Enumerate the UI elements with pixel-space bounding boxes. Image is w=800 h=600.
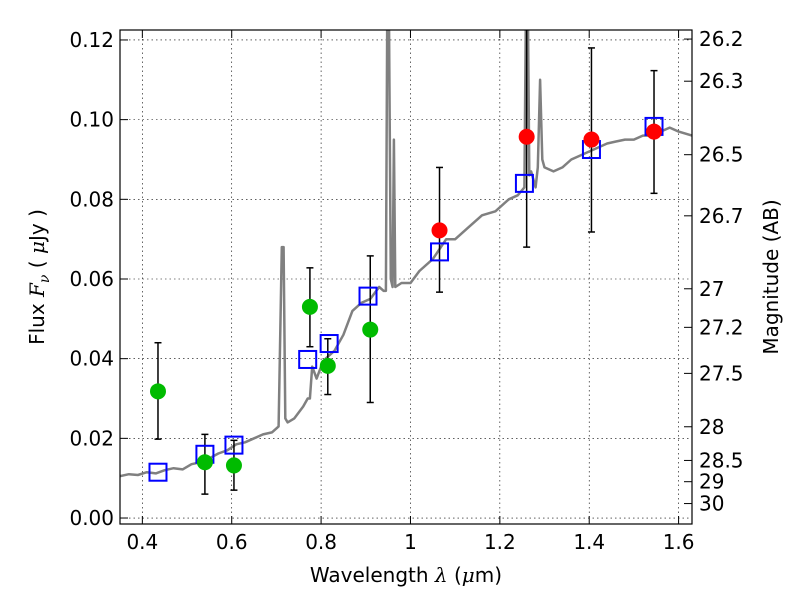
- y2-tick-label: 29: [699, 470, 724, 494]
- model-photometry-square: [224, 435, 244, 455]
- red-data-point: [646, 123, 663, 140]
- x-tick-label: 1.6: [663, 530, 695, 554]
- y2-tick-label: 27.5: [699, 361, 744, 385]
- observed-points: [149, 123, 663, 474]
- x-axis-ticks: 0.4 0.6 0.8 1 1.2 1.4 1.6: [126, 30, 695, 554]
- x-tick-label: 0.6: [216, 530, 248, 554]
- y-tick-label: 0.10: [69, 108, 114, 132]
- x-tick-label: 1.2: [484, 530, 516, 554]
- y2-tick-label: 30: [699, 492, 724, 516]
- y-tick-label: 0.06: [69, 267, 114, 291]
- x-axis-label: Wavelength λ (μm): [310, 563, 502, 587]
- red-data-point: [518, 128, 535, 145]
- y-axis-label: Flux Fν ( μJy ): [25, 209, 53, 345]
- y2-tick-label: 26.7: [699, 204, 744, 228]
- y2-tick-label: 28: [699, 415, 724, 439]
- y-tick-label: 0.00: [69, 506, 114, 530]
- y-tick-label: 0.04: [69, 347, 114, 371]
- green-data-point: [225, 457, 242, 474]
- y2-tick-label: 27: [699, 277, 724, 301]
- y-tick-label: 0.02: [69, 426, 114, 450]
- y-axis-ticks: 0.00 0.02 0.04 0.06 0.08 0.10 0.12: [69, 28, 128, 530]
- x-tick-label: 1: [404, 530, 417, 554]
- model-photometry-square: [430, 242, 450, 262]
- y2-tick-label: 26.3: [699, 69, 744, 93]
- y-tick-label: 0.08: [69, 187, 114, 211]
- y2-axis-label: Magnitude (AB): [759, 199, 783, 354]
- y-tick-label: 0.12: [69, 28, 114, 52]
- y2-tick-label: 28.5: [699, 448, 744, 472]
- error-bars: [154, 30, 658, 495]
- model-photometry-square: [358, 286, 378, 306]
- x-tick-label: 1.4: [573, 530, 605, 554]
- red-data-point: [431, 222, 448, 239]
- plot-area: [120, 30, 692, 495]
- plot-frame: [119, 29, 693, 525]
- model-photometry-square: [298, 349, 318, 369]
- x-tick-label: 0.8: [305, 530, 337, 554]
- model-photometry-square: [148, 462, 168, 482]
- y2-tick-label: 27.2: [699, 315, 744, 339]
- x-tick-label: 0.4: [126, 530, 158, 554]
- y2-tick-label: 26.5: [699, 143, 744, 167]
- green-data-point: [319, 357, 336, 374]
- green-data-point: [149, 383, 166, 400]
- y2-tick-label: 26.2: [699, 27, 744, 51]
- green-data-point: [362, 321, 379, 338]
- model-photometry-square: [319, 334, 339, 354]
- model-photometry-square: [514, 173, 534, 193]
- grid-lines: [120, 30, 692, 524]
- red-data-point: [583, 131, 600, 148]
- green-data-point: [196, 454, 213, 471]
- green-data-point: [301, 298, 318, 315]
